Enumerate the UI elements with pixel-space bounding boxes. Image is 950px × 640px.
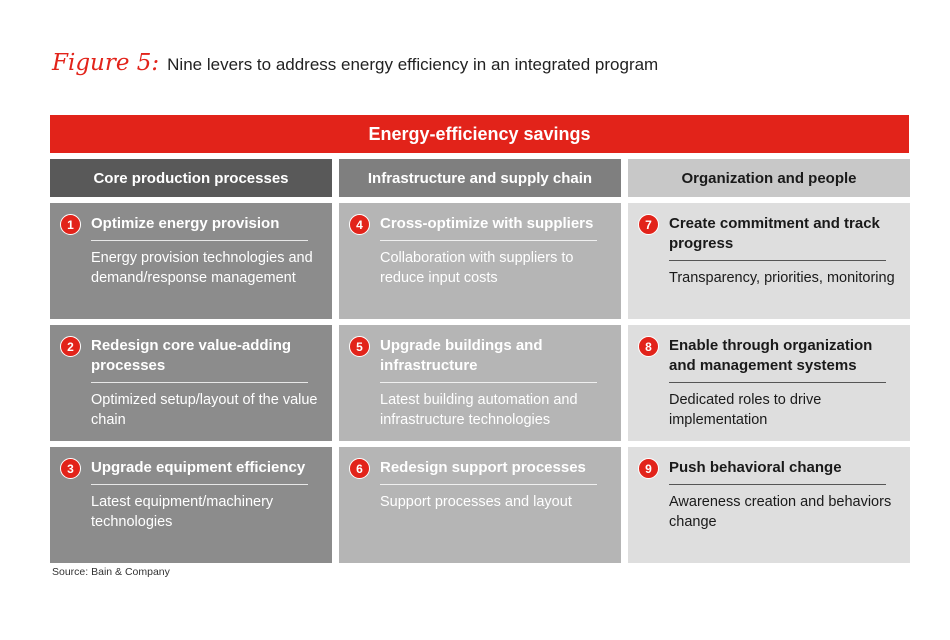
lever-number-badge: 2 (60, 336, 81, 357)
lever-title: Optimize energy provision (91, 215, 280, 232)
lever-divider (669, 382, 886, 383)
lever-divider (669, 484, 886, 485)
lever-title: Enable through organization and manageme… (669, 337, 873, 374)
lever-title: Cross-optimize with suppliers (380, 215, 594, 232)
column-header-core-production: Core production processes (50, 159, 332, 197)
lever-divider (91, 484, 308, 485)
lever-number-badge: 4 (349, 214, 370, 235)
lever-number-badge: 1 (60, 214, 81, 235)
lever-number-badge: 8 (638, 336, 659, 357)
lever-description: Latest building automation and infrastru… (380, 392, 578, 428)
lever-divider (91, 382, 308, 383)
lever-divider (91, 240, 308, 241)
lever-card-3: 3 Upgrade equipment efficiency Latest eq… (50, 447, 332, 563)
lever-number-badge: 5 (349, 336, 370, 357)
lever-divider (380, 240, 597, 241)
lever-description: Awareness creation and behaviors change (669, 494, 892, 530)
lever-description: Collaboration with suppliers to reduce i… (380, 250, 574, 286)
column-header-infrastructure: Infrastructure and supply chain (339, 159, 621, 197)
lever-title: Redesign core value-adding processes (91, 337, 292, 374)
lever-title: Upgrade equipment efficiency (91, 459, 306, 476)
column-header-organization: Organization and people (628, 159, 910, 197)
lever-title: Upgrade buildings and infrastructure (380, 337, 543, 374)
lever-title: Create commitment and track progress (669, 215, 880, 252)
lever-description: Dedicated roles to drive implementation (669, 392, 822, 428)
lever-card-5: 5 Upgrade buildings and infrastructure L… (339, 325, 621, 441)
lever-description: Transparency, priorities, monitoring (669, 270, 895, 286)
lever-card-9: 9 Push behavioral change Awareness creat… (628, 447, 910, 563)
lever-number-badge: 6 (349, 458, 370, 479)
lever-title: Redesign support processes (380, 459, 586, 476)
lever-divider (380, 382, 597, 383)
energy-savings-banner: Energy-efficiency savings (50, 115, 909, 153)
lever-description: Energy provision technologies and demand… (91, 250, 313, 286)
lever-divider (669, 260, 886, 261)
lever-card-4: 4 Cross-optimize with suppliers Collabor… (339, 203, 621, 319)
lever-card-2: 2 Redesign core value-adding processes O… (50, 325, 332, 441)
figure-label: Figure 5: (52, 50, 160, 76)
lever-number-badge: 9 (638, 458, 659, 479)
lever-divider (380, 484, 597, 485)
lever-number-badge: 3 (60, 458, 81, 479)
lever-description: Latest equipment/machinery technologies (91, 494, 274, 530)
lever-title: Push behavioral change (669, 459, 842, 476)
lever-description: Optimized setup/layout of the value chai… (91, 392, 318, 428)
source-note: Source: Bain & Company (52, 566, 170, 578)
lever-card-7: 7 Create commitment and track progress T… (628, 203, 910, 319)
lever-number-badge: 7 (638, 214, 659, 235)
lever-description: Support processes and layout (380, 494, 572, 510)
figure-caption: Nine levers to address energy efficiency… (167, 55, 659, 74)
lever-card-1: 1 Optimize energy provision Energy provi… (50, 203, 332, 319)
lever-card-6: 6 Redesign support processes Support pro… (339, 447, 621, 563)
figure-title: Figure 5: Nine levers to address energy … (52, 50, 658, 82)
lever-card-8: 8 Enable through organization and manage… (628, 325, 910, 441)
